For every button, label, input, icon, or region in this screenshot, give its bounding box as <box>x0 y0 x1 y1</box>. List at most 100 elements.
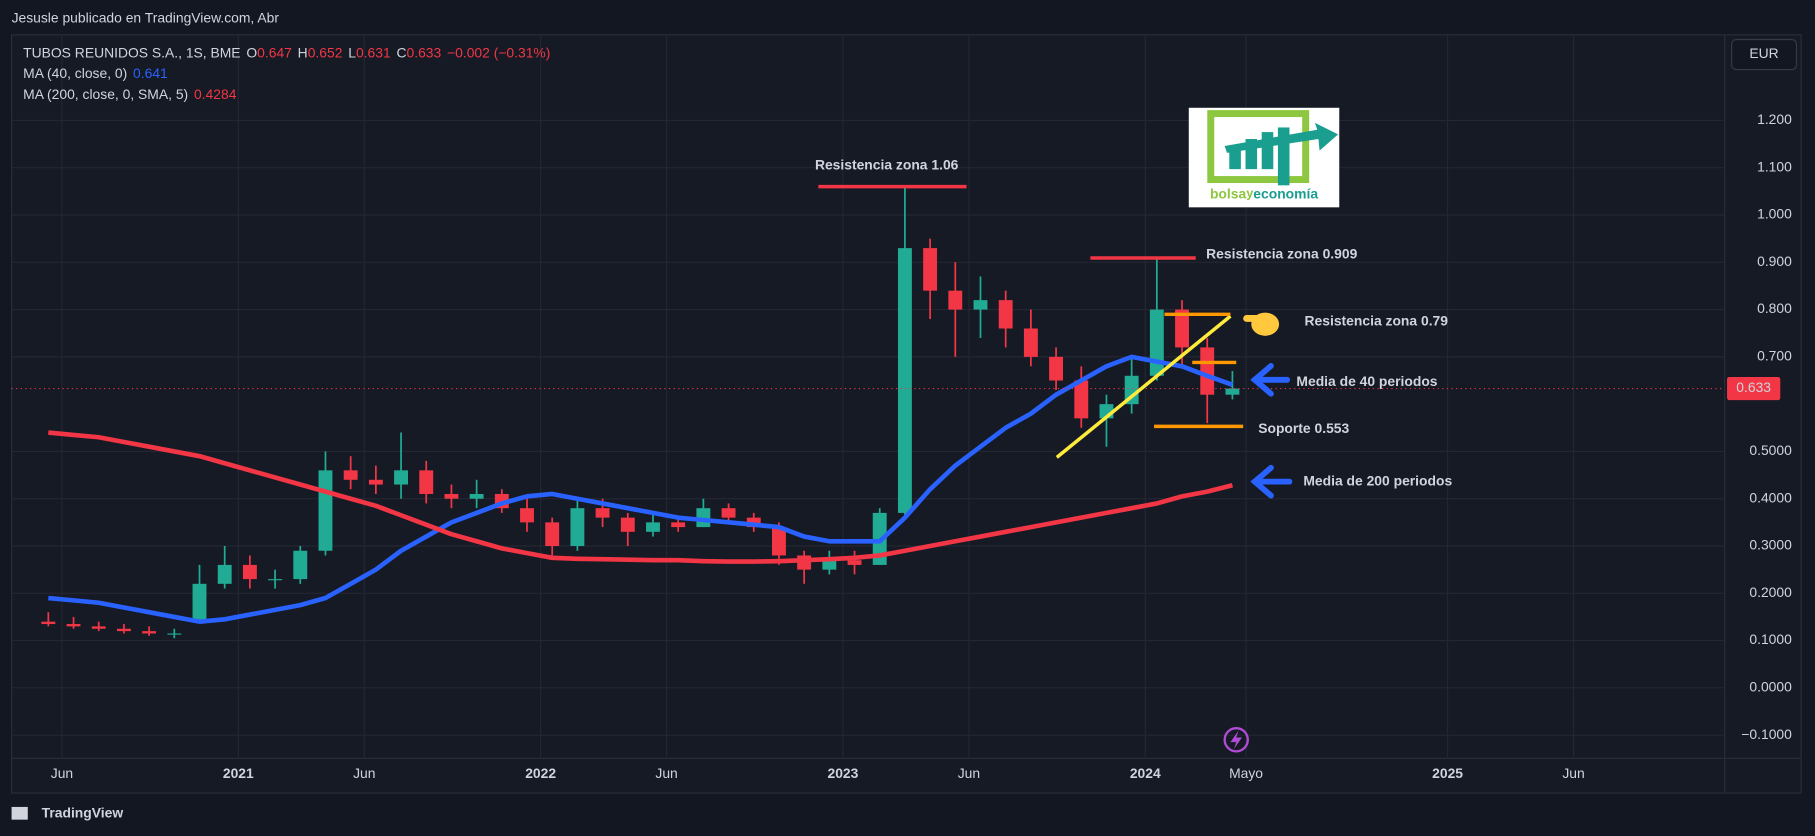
ma-line <box>48 354 1234 624</box>
ohlc-value: 0.652 <box>308 44 343 60</box>
candle-body <box>318 470 333 551</box>
ma40-legend: MA (40, close, 0) 0.641 <box>23 65 168 81</box>
y-tick-label: 0.4000 <box>1749 489 1792 505</box>
arrow-40 <box>1250 363 1291 397</box>
y-tick-label: 0.900 <box>1757 253 1792 269</box>
indicator-value: 0.641 <box>133 65 168 81</box>
plot <box>11 186 1725 639</box>
brand-name: TradingView <box>42 805 124 821</box>
candle-body <box>973 300 988 310</box>
y-tick-label: 1.100 <box>1757 158 1792 174</box>
x-tick-label: 2025 <box>1432 765 1463 781</box>
candle-body <box>570 508 585 547</box>
annotation: Resistencia zona 0.79 <box>1305 313 1449 329</box>
candle-body <box>1124 375 1139 405</box>
candle-body <box>242 564 257 580</box>
candle-body <box>444 493 459 499</box>
candle-body <box>520 508 534 523</box>
x-tick-label: Jun <box>655 765 677 781</box>
ohlc-label: L <box>348 44 356 60</box>
logo-text: bolsayeconomía <box>1210 185 1318 201</box>
candle-body <box>721 508 736 518</box>
y-tick-label: 1.000 <box>1757 206 1792 222</box>
candle-body <box>368 479 383 485</box>
ohlc-value: 0.633 <box>407 44 442 60</box>
candle-body <box>897 248 912 513</box>
y-tick-label: 0.0000 <box>1749 679 1792 695</box>
indicator-value: 0.4284 <box>194 86 237 102</box>
ma-line <box>48 430 1233 564</box>
y-tick-label: 0.5000 <box>1749 442 1792 458</box>
candle-body <box>998 300 1013 329</box>
y-tick-label: 0.800 <box>1757 300 1792 316</box>
candle-body <box>91 626 106 629</box>
candle-body <box>142 631 157 634</box>
candle-body <box>1225 388 1240 395</box>
pointing-hand <box>1243 312 1280 336</box>
candle-body <box>116 628 131 632</box>
x-tick-label: Mayo <box>1229 765 1263 781</box>
candle-body <box>192 583 207 622</box>
symbol: TUBOS REUNIDOS S.A., 1S, BME <box>23 44 240 60</box>
candle-body <box>1049 356 1064 381</box>
x-tick-label: Jun <box>958 765 980 781</box>
candle-body <box>469 493 484 499</box>
candle-body <box>948 290 963 310</box>
last-price-label: 0.633 <box>1736 379 1771 395</box>
ohlc-label: C <box>396 44 406 60</box>
x-tick-label: 2022 <box>525 765 556 781</box>
candle-body <box>1074 380 1089 419</box>
currency[interactable]: EUR <box>1749 45 1778 61</box>
brand: TradingView <box>11 805 124 821</box>
candle-body <box>1149 309 1164 376</box>
annotation: Media de 200 periodos <box>1303 472 1452 488</box>
x-tick-label: 2023 <box>828 765 859 781</box>
ohlc-label: H <box>298 44 308 60</box>
candle-body <box>343 470 358 480</box>
currency-button[interactable] <box>1731 38 1798 71</box>
y-tick-label: 1.200 <box>1757 111 1792 127</box>
y-tick-label: 0.2000 <box>1749 584 1792 600</box>
candle-body <box>746 517 761 528</box>
change: −0.002 (−0.31%) <box>447 44 550 60</box>
y-tick-label: 0.700 <box>1757 348 1792 364</box>
ohlc-value: 0.647 <box>257 44 292 60</box>
candle-body <box>1175 309 1189 348</box>
candle-body <box>268 579 283 581</box>
candle-body <box>66 624 81 627</box>
arrow-200 <box>1250 464 1293 499</box>
x-tick-label: 2021 <box>223 765 254 781</box>
candle-body <box>293 550 308 580</box>
candle-body <box>620 517 635 532</box>
trend-line <box>1055 314 1232 459</box>
candle-body <box>167 633 182 635</box>
y-tick-label: 0.3000 <box>1749 537 1792 553</box>
published-note: Jesusle publicado en TradingView.com, Ab… <box>12 9 280 25</box>
logo-word: economía <box>1253 185 1318 201</box>
candle-body <box>419 470 434 494</box>
annotation: Soporte 0.553 <box>1258 420 1349 436</box>
annotation: Resistencia zona 0.909 <box>1206 245 1357 261</box>
ohlc-label: O <box>246 44 257 60</box>
x-tick-label: Jun <box>353 765 375 781</box>
grid <box>11 34 1725 759</box>
annotations: bolsayeconomía Resistencia zona 1.06 Resi… <box>815 107 1452 753</box>
indicator-label: MA (200, close, 0, SMA, 5) <box>23 86 188 102</box>
candle-body <box>545 522 560 547</box>
candle-body <box>41 621 56 625</box>
y-tick-label: −0.1000 <box>1741 726 1792 742</box>
ma200-legend: MA (200, close, 0, SMA, 5) 0.4284 <box>23 86 237 102</box>
ohlc-value: 0.631 <box>356 44 391 60</box>
logo-word: bolsa <box>1210 185 1247 201</box>
x-tick-label: Jun <box>51 765 73 781</box>
candle-body <box>217 564 232 584</box>
logo: bolsayeconomía <box>1188 107 1340 208</box>
symbol-legend: TUBOS REUNIDOS S.A., 1S, BME O0.647 H0.652… <box>23 44 550 60</box>
candle-body <box>1023 328 1038 357</box>
last-price-box <box>1727 376 1781 401</box>
x-tick-label: Jun <box>1562 765 1584 781</box>
annotation: Resistencia zona 1.06 <box>815 156 959 172</box>
candle-body <box>394 470 408 485</box>
x-tick-label: 2024 <box>1130 765 1161 781</box>
